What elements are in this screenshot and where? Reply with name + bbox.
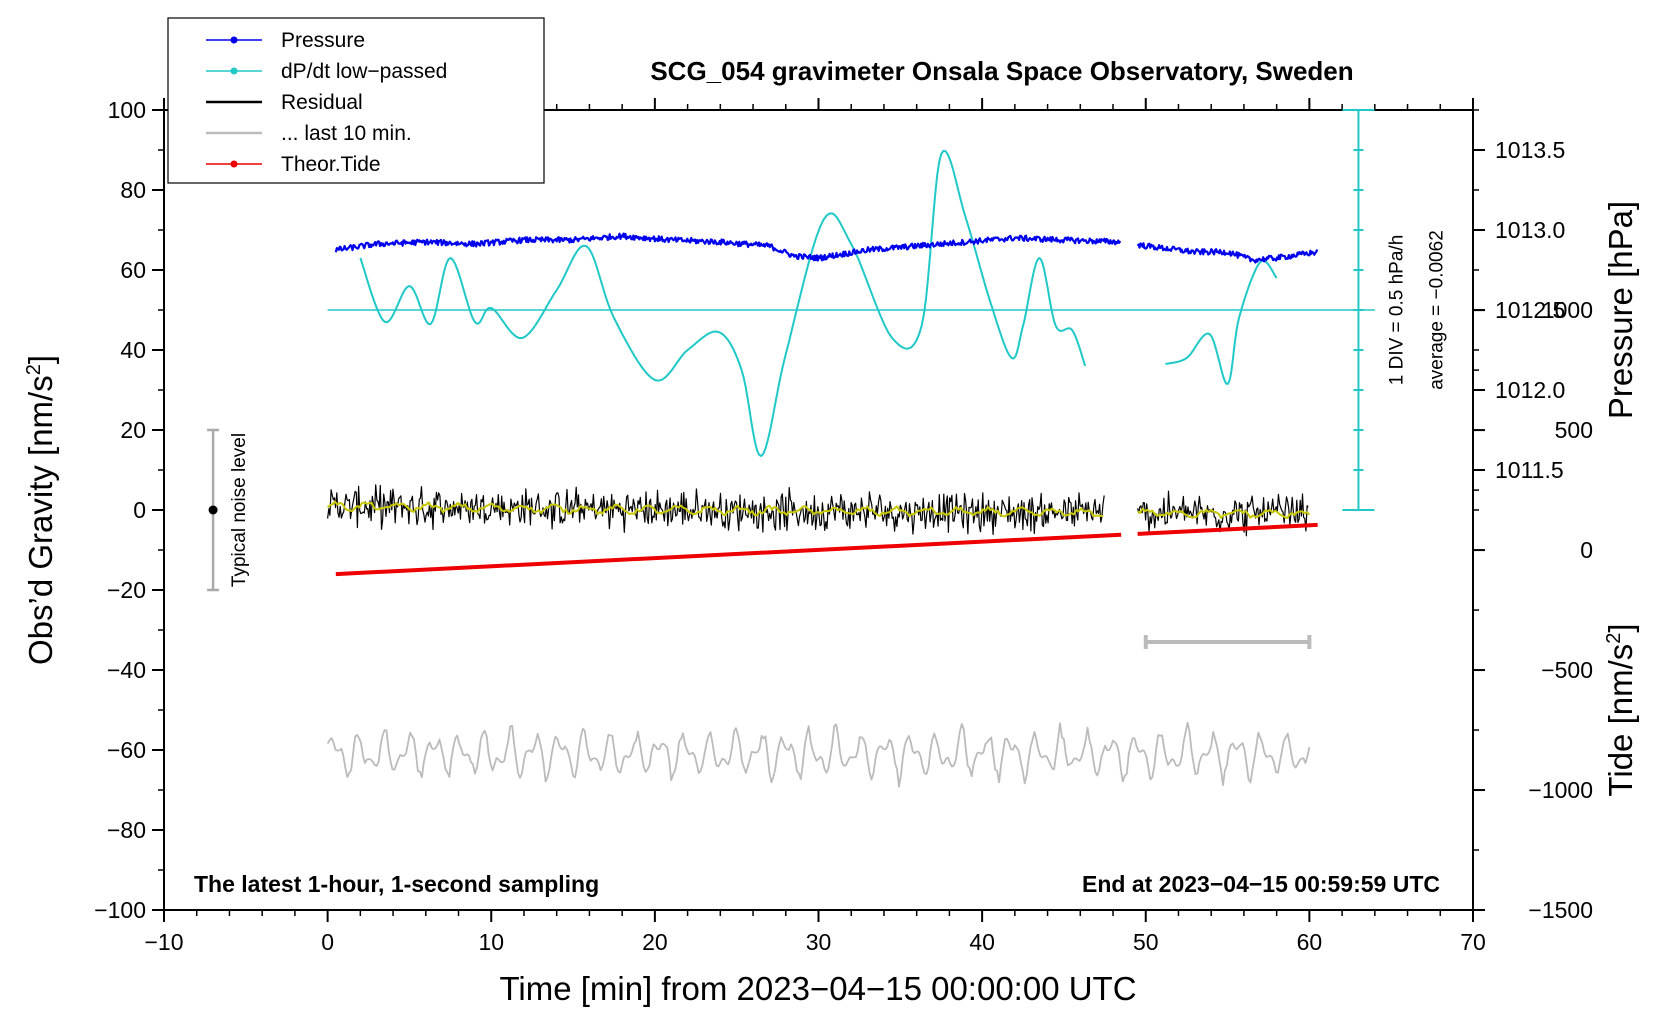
- pressure-axis-title: Pressure [hPa]: [1602, 201, 1639, 419]
- x-tick-label: −10: [144, 929, 183, 955]
- note-right: End at 2023−04−15 00:59:59 UTC: [1082, 871, 1440, 897]
- x-tick-label: 20: [642, 929, 668, 955]
- tide-axis-title-main: Tide [nm/s: [1602, 644, 1639, 797]
- series-layer: [326, 149, 1375, 788]
- legend-label: Theor.Tide: [281, 153, 381, 176]
- legend-marker: [230, 36, 238, 44]
- tide-tick-label: −500: [1541, 657, 1593, 683]
- x-tick-label: 30: [806, 929, 832, 955]
- y-axis-title-close: ]: [22, 355, 59, 364]
- pressure-trace: [334, 232, 1122, 262]
- y-tick-label: 40: [120, 337, 146, 363]
- y-tick-label: −20: [107, 577, 146, 603]
- legend: Pressure dP/dt low−passed Residual ... last…: [167, 17, 545, 184]
- y-tick-label: 0: [133, 497, 146, 523]
- y-tick-label: −40: [107, 657, 146, 683]
- tide-axis-title: Tide [nm/s2]: [1602, 623, 1639, 796]
- noise-level-dot: [208, 505, 218, 515]
- tide-tick-label: 0: [1580, 537, 1593, 563]
- y-tick-label: −60: [107, 737, 146, 763]
- tide-line: [1137, 522, 1318, 536]
- dpdt-curve-segment: [359, 149, 1087, 457]
- legend-items: Pressure dP/dt low−passed Residual ... last…: [206, 29, 447, 176]
- x-axis-title: Time [min] from 2023−04−15 00:00:00 UTC: [499, 970, 1136, 1007]
- y-axis-title: Obs’d Gravity [nm/s2]: [22, 355, 59, 665]
- legend-label: ... last 10 min.: [281, 122, 412, 145]
- tide-axis-title-sup: 2: [1603, 633, 1625, 644]
- legend-marker: [230, 67, 238, 75]
- pressure-axis-ticks: 1013.5 1013.0 1012.5 1012.0 1011.5: [1473, 109, 1565, 511]
- x-tick-label: 0: [321, 929, 334, 955]
- x-tick-label: 40: [969, 929, 995, 955]
- y-axis-title-sup: 2: [23, 364, 45, 375]
- dpdt-scale-div-label: 1 DIV = 0.5 hPa/h: [1386, 235, 1407, 386]
- residual-smoothed: [326, 500, 1104, 518]
- tide-tick-label: −1500: [1528, 897, 1593, 923]
- tide-axis-title-close: ]: [1602, 623, 1639, 632]
- legend-label: Residual: [281, 91, 363, 114]
- tide-axis-ticks: 1000 500 0 −500 −1000 −1500: [1473, 297, 1593, 923]
- tide-line: [335, 532, 1122, 577]
- noise-level-label: Typical noise level: [229, 433, 250, 587]
- tide-tick-label: 500: [1555, 417, 1593, 443]
- pressure-tick-label: 1012.0: [1495, 377, 1565, 403]
- residual-smoothed: [1137, 507, 1311, 519]
- legend-label: dP/dt low−passed: [281, 60, 447, 83]
- y-tick-label: 100: [108, 97, 146, 123]
- dpdt-scale-avg-label: average = −0.0062: [1426, 230, 1447, 390]
- pressure-trace: [1136, 242, 1319, 264]
- legend-marker: [230, 160, 238, 168]
- y-tick-label: 80: [120, 177, 146, 203]
- tide-tick-label: 1000: [1542, 297, 1593, 323]
- pressure-tick-label: 1011.5: [1495, 457, 1564, 483]
- x-tick-label: 10: [478, 929, 504, 955]
- x-tick-label: 50: [1133, 929, 1159, 955]
- tide-tick-label: −1000: [1528, 777, 1593, 803]
- pressure-tick-label: 1012.5: [1495, 297, 1565, 323]
- y-tick-label: −100: [94, 897, 146, 923]
- chart-title: SCG_054 gravimeter Onsala Space Observat…: [650, 56, 1353, 86]
- y-tick-label: −80: [107, 817, 146, 843]
- annotation-layer: Typical noise level 1 DIV = 0.5 hPa/h aver…: [207, 109, 1447, 649]
- x-axis-ticks: −10 0 10 20 30 40 50 60 70: [144, 98, 1486, 955]
- y-axis-ticks: 100 80 60 40 20 0 −20 −40 −60 −80 −100: [94, 97, 164, 923]
- dpdt-curve-segment: [1165, 259, 1278, 385]
- legend-box: [167, 17, 545, 184]
- pressure-tick-label: 1013.5: [1495, 137, 1565, 163]
- y-tick-label: 60: [120, 257, 146, 283]
- residual-trace: [327, 484, 1105, 536]
- x-tick-label: 60: [1297, 929, 1323, 955]
- x-tick-label: 70: [1460, 929, 1486, 955]
- legend-label: Pressure: [281, 29, 365, 52]
- y-tick-label: 20: [120, 417, 146, 443]
- y-axis-title-main: Obs’d Gravity [nm/s: [22, 375, 59, 665]
- pressure-tick-label: 1013.0: [1495, 217, 1565, 243]
- last10-oscillation: [326, 721, 1311, 788]
- note-left: The latest 1-hour, 1-second sampling: [194, 871, 599, 897]
